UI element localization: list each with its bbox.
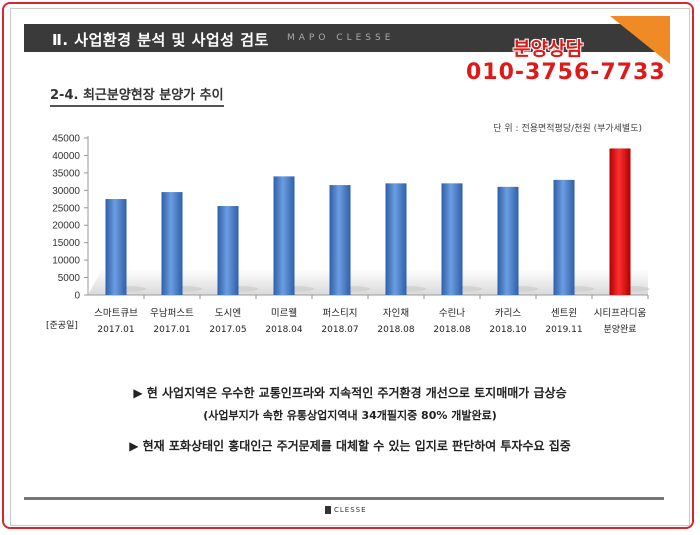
y-tick-label: 35000	[52, 168, 80, 179]
bar	[553, 179, 575, 295]
row-label: [준공일]	[46, 320, 78, 331]
bullet-2: ▶ 현재 포화상태인 홍대인근 주거문제를 대체할 수 있는 입지로 판단하여 …	[129, 439, 571, 453]
bar	[441, 183, 463, 295]
x-date-label: 2018.04	[265, 325, 302, 335]
bar	[273, 176, 295, 295]
section-title: 2-4. 최근분양현장 분양가 추이	[50, 84, 224, 107]
footer-line	[24, 497, 664, 500]
bullet-list: ▶ 현 사업지역은 우수한 교통인프라와 지속적인 주거환경 개선으로 토지매매…	[0, 384, 700, 460]
logo-icon	[325, 506, 331, 514]
bar	[161, 192, 183, 295]
x-date-label: 2018.10	[489, 325, 526, 335]
x-category-label: 퍼스티지	[323, 308, 358, 319]
unit-note: 단 위 : 전용면적평당/천원 (부가세별도)	[493, 124, 642, 134]
footer-logo-text: CLESSE	[334, 506, 367, 514]
y-tick-label: 20000	[52, 221, 80, 232]
bullet-1-note: (사업부지가 속한 유통상업지역내 34개필지중 80% 개발완료)	[203, 409, 497, 422]
y-tick-label: 40000	[52, 151, 80, 162]
bar	[217, 206, 239, 295]
bar	[497, 186, 519, 295]
contact-phone: 010-3756-7733	[466, 60, 666, 85]
y-tick-label: 45000	[52, 134, 80, 145]
page-title: Ⅱ. 사업환경 분석 및 사업성 검토	[52, 31, 269, 49]
x-date-label: 2019.11	[545, 325, 582, 335]
x-category-label: 시티프라디움	[594, 308, 647, 319]
x-category-label: 자인채	[383, 308, 409, 319]
x-category-label: 도시엔	[215, 308, 241, 319]
x-category-label: 미르웰	[271, 308, 297, 319]
x-date-label: 분양완료	[603, 324, 636, 335]
bar	[385, 183, 407, 295]
bar	[329, 185, 351, 295]
x-date-label: 2017.01	[153, 325, 190, 335]
header-subtitle: MAPO CLESSE	[287, 33, 395, 43]
x-category-label: 카리스	[495, 308, 521, 319]
y-tick-label: 30000	[52, 186, 80, 197]
header-bar	[24, 24, 664, 52]
y-tick-label: 10000	[52, 256, 80, 267]
footer-logo: CLESSE	[325, 506, 367, 514]
corner-accent	[610, 16, 670, 64]
x-date-label: 2017.01	[97, 325, 134, 335]
bullet-1: ▶ 현 사업지역은 우수한 교통인프라와 지속적인 주거환경 개선으로 토지매매…	[133, 386, 567, 400]
bar	[105, 199, 127, 295]
x-date-label: 2018.08	[433, 325, 470, 335]
outer-frame	[2, 2, 694, 529]
x-category-label: 스마트큐브	[94, 308, 138, 319]
x-date-label: 2018.07	[321, 325, 358, 335]
y-tick-label: 5000	[58, 273, 81, 284]
contact-label: 분양상담	[513, 38, 583, 60]
x-category-label: 우남퍼스트	[150, 308, 194, 319]
x-category-label: 수린나	[439, 308, 465, 319]
x-date-label: 2018.08	[377, 325, 414, 335]
x-date-label: 2017.05	[209, 325, 246, 335]
bar	[609, 148, 631, 295]
x-category-label: 센트윈	[551, 308, 577, 319]
y-tick-label: 25000	[52, 203, 80, 214]
y-tick-label: 15000	[52, 238, 80, 249]
y-tick-label: 0	[74, 291, 80, 302]
